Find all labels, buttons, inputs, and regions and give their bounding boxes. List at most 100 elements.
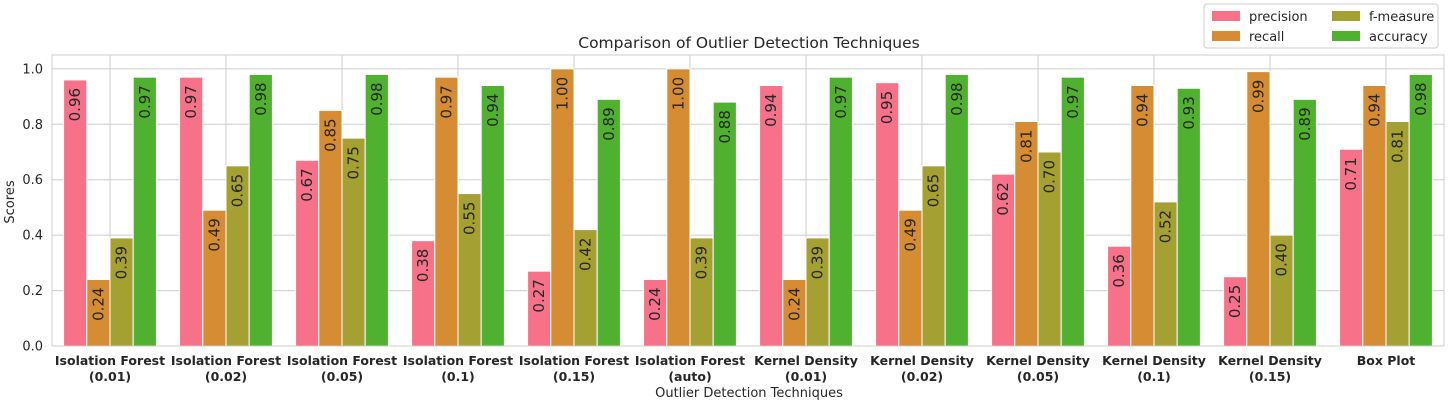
y-tick-label: 0.6 (22, 173, 43, 188)
data-label: 0.36 (1110, 254, 1128, 287)
y-tick-label: 0.0 (22, 340, 43, 355)
data-label: 1.00 (669, 77, 687, 110)
x-tick-label-line: Kernel Density (986, 353, 1090, 368)
data-label: 0.38 (414, 249, 432, 282)
x-tick-label: Isolation Forest (0.1) (403, 353, 513, 384)
data-label: 0.98 (368, 82, 386, 115)
x-tick-label-line: (0.1) (1137, 369, 1171, 384)
y-axis-title: Scores (3, 180, 18, 223)
data-label: 0.97 (136, 85, 154, 118)
data-label: 0.27 (530, 279, 548, 312)
chart-title: Comparison of Outlier Detection Techniqu… (578, 34, 920, 52)
x-tick-label-line: (0.15) (1249, 369, 1291, 384)
x-tick-label-line: (0.05) (321, 369, 363, 384)
data-label: 0.24 (646, 287, 664, 320)
x-tick-label-line: Box Plot (1357, 353, 1416, 368)
x-tick-label-line: (0.1) (441, 369, 475, 384)
x-tick-label: Isolation Forest (0.01) (55, 353, 165, 384)
data-label: 0.88 (716, 110, 734, 143)
data-label: 0.81 (1389, 130, 1407, 163)
x-tick-label: Kernel Density (0.01) (754, 353, 858, 384)
data-label: 0.99 (1249, 80, 1267, 113)
data-label: 1.00 (553, 77, 571, 110)
x-tick-label-line: Kernel Density (754, 353, 858, 368)
x-tick-label-line: Isolation Forest (55, 353, 165, 368)
data-label: 0.24 (89, 287, 107, 320)
legend-swatch-recall (1212, 31, 1240, 41)
y-tick-label: 0.2 (22, 284, 43, 299)
y-tick-label: 1.0 (22, 62, 43, 77)
data-label: 0.71 (1342, 157, 1360, 190)
legend-box (1203, 3, 1439, 49)
data-label: 0.65 (229, 174, 247, 207)
data-label: 0.75 (345, 146, 363, 179)
data-label: 0.97 (1064, 85, 1082, 118)
x-tick-label: Isolation Forest (0.15) (519, 353, 629, 384)
plot-frame (51, 54, 1445, 347)
x-tick-label: Kernel Density (0.1) (1102, 353, 1206, 384)
legend-swatch-accuracy (1332, 31, 1360, 41)
x-tick-label-line: Kernel Density (1102, 353, 1206, 368)
x-tick-label-line: (0.01) (785, 369, 827, 384)
data-label: 0.96 (66, 88, 84, 121)
data-label: 0.52 (1157, 210, 1175, 243)
data-label: 0.89 (1296, 107, 1314, 140)
y-tick-label: 0.4 (22, 229, 43, 244)
data-label: 0.25 (1226, 285, 1244, 318)
x-tick-label-line: (auto) (668, 369, 711, 384)
data-label: 0.98 (252, 82, 270, 115)
x-tick-label: Box Plot (1357, 353, 1416, 368)
data-label: 0.55 (461, 202, 479, 235)
data-label: 0.70 (1041, 160, 1059, 193)
data-label: 0.39 (693, 246, 711, 279)
x-tick-label-line: (0.02) (205, 369, 247, 384)
data-label: 0.49 (205, 218, 223, 251)
y-tick-label: 0.8 (22, 118, 43, 133)
legend-label-precision: precision (1249, 10, 1308, 25)
legend-swatch-f-measure (1332, 11, 1360, 21)
data-label: 0.39 (809, 246, 827, 279)
x-tick-label-line: Isolation Forest (403, 353, 513, 368)
y-tick-labels: 0.0 0.2 0.4 0.6 0.8 1.0 (22, 62, 43, 354)
x-tick-label-line: Isolation Forest (519, 353, 629, 368)
data-label: 0.94 (762, 93, 780, 126)
data-label: 0.94 (1365, 93, 1383, 126)
x-tick-label: Kernel Density (0.15) (1218, 353, 1322, 384)
x-tick-label: Isolation Forest (0.05) (287, 353, 397, 384)
data-label: 0.81 (1017, 130, 1035, 163)
x-tick-label-line: (0.05) (1017, 369, 1059, 384)
data-label: 0.24 (785, 287, 803, 320)
data-label: 0.98 (1412, 82, 1430, 115)
data-label: 0.97 (832, 85, 850, 118)
x-tick-label-line: (0.01) (89, 369, 131, 384)
data-label: 0.95 (878, 91, 896, 124)
x-tick-label: Isolation Forest (auto) (635, 353, 745, 384)
data-label: 0.62 (994, 182, 1012, 215)
data-label: 0.39 (113, 246, 131, 279)
x-tick-label-line: Isolation Forest (287, 353, 397, 368)
x-tick-label-line: (0.02) (901, 369, 943, 384)
x-tick-label-line: Kernel Density (870, 353, 974, 368)
x-axis-title: Outlier Detection Techniques (655, 386, 843, 401)
data-label: 0.98 (948, 82, 966, 115)
x-tick-label-line: (0.15) (553, 369, 595, 384)
data-label: 0.40 (1273, 243, 1291, 276)
data-label: 0.49 (901, 218, 919, 251)
data-label: 0.85 (321, 118, 339, 151)
bars: 0.96 0.24 0.39 0.97 0.97 0.49 0.65 0.98 0.67 0.85… (63, 68, 1433, 347)
x-tick-label: Isolation Forest (0.02) (171, 353, 281, 384)
legend-swatch-precision (1212, 11, 1240, 21)
data-label: 0.97 (182, 85, 200, 118)
x-tick-label-line: Kernel Density (1218, 353, 1322, 368)
data-label: 0.94 (484, 93, 502, 126)
legend-label-f-measure: f-measure (1369, 10, 1434, 25)
legend: precision recall f-measure accuracy (1203, 3, 1439, 49)
data-label: 0.42 (577, 238, 595, 271)
x-tick-label-line: Isolation Forest (635, 353, 745, 368)
data-label: 0.93 (1180, 96, 1198, 129)
legend-label-recall: recall (1249, 30, 1284, 45)
legend-label-accuracy: accuracy (1369, 30, 1428, 45)
data-label: 0.67 (298, 168, 316, 201)
data-label: 0.89 (600, 107, 618, 140)
x-tick-label: Kernel Density (0.02) (870, 353, 974, 384)
